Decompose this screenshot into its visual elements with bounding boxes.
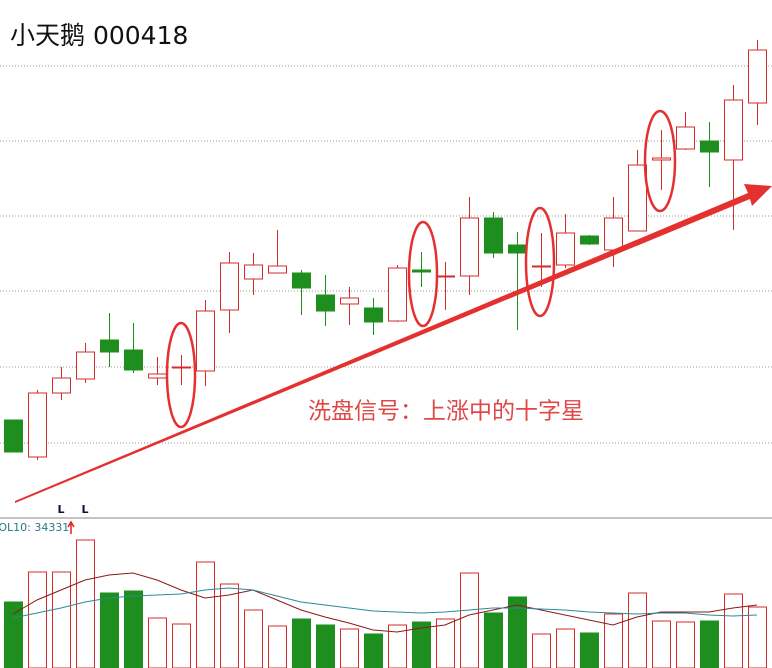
candle-body — [700, 140, 719, 153]
candle-body — [748, 49, 767, 104]
volume-bar — [676, 621, 695, 668]
candle-body — [580, 235, 599, 245]
volume-bar — [244, 609, 263, 668]
candle-body — [628, 164, 647, 232]
candle-body — [148, 373, 167, 379]
chart-title: 小天鹅 000418 — [10, 21, 188, 50]
volume-bar — [436, 618, 455, 668]
volume-bar — [316, 624, 335, 668]
volume-bar — [52, 571, 71, 668]
highlight-oval — [524, 206, 556, 318]
candle-body — [508, 244, 527, 254]
volume-bar — [580, 632, 599, 668]
marker: L — [57, 503, 64, 516]
candle-body — [292, 272, 311, 289]
volume-bar — [364, 633, 383, 668]
candle-body — [604, 217, 623, 251]
candle-body — [388, 267, 407, 322]
volume-bar — [484, 612, 503, 668]
candle-body — [724, 99, 743, 161]
volume-bar — [196, 561, 215, 668]
volume-bar — [604, 613, 623, 668]
volume-bar — [724, 593, 743, 668]
volume-bar — [388, 624, 407, 668]
volume-bar — [340, 628, 359, 668]
volume-bar — [148, 617, 167, 668]
grid — [0, 65, 772, 444]
volume-panel — [4, 539, 767, 668]
volume-bar — [292, 618, 311, 668]
candle-body — [220, 262, 239, 311]
overlay — [165, 109, 677, 429]
candle-body — [76, 351, 95, 380]
candle-body — [676, 126, 695, 150]
candle-body — [268, 265, 287, 274]
annotation: 洗盘信号：上涨中的十字星 — [308, 399, 584, 425]
candle-body — [52, 377, 71, 394]
candle-body — [532, 265, 551, 268]
volume-bar — [532, 633, 551, 668]
volume-bar — [412, 621, 431, 668]
highlight-oval — [165, 321, 197, 429]
volume-bar — [4, 601, 23, 668]
volume-bar — [556, 628, 575, 668]
trend-arrow — [15, 184, 772, 503]
highlight-oval — [643, 109, 677, 213]
candle-body — [196, 310, 215, 372]
candle-body — [100, 339, 119, 353]
volume-label: VOL10: 34331 — [0, 521, 69, 534]
candle-body — [556, 232, 575, 266]
marker: L — [81, 503, 88, 516]
candle-body — [172, 366, 191, 369]
candles — [4, 40, 767, 460]
candle-body — [28, 392, 47, 458]
candle-body — [316, 294, 335, 312]
candle-body — [244, 264, 263, 280]
candle-body — [412, 269, 431, 273]
volume-bar — [172, 623, 191, 668]
candle-body — [4, 419, 23, 453]
volume-bar — [124, 590, 143, 668]
candle-body — [364, 307, 383, 323]
volume-bar — [508, 596, 527, 668]
volume-bar — [460, 572, 479, 668]
candle-body — [436, 275, 455, 278]
volume-bar — [28, 571, 47, 668]
candle-body — [340, 297, 359, 305]
candle-body — [652, 157, 671, 161]
volume-ma-line — [12, 587, 758, 619]
volume-bar — [748, 606, 767, 668]
volume-ma-line — [12, 572, 758, 633]
volume-bar — [700, 620, 719, 668]
volume-bar — [100, 592, 119, 668]
candle-body — [484, 217, 503, 254]
volume-bar — [76, 539, 95, 668]
highlight-oval — [407, 220, 439, 328]
up-arrow-icon — [67, 520, 75, 534]
candle-body — [124, 349, 143, 371]
volume-bar — [220, 583, 239, 668]
volume-bar — [652, 620, 671, 668]
candle-body — [460, 217, 479, 277]
volume-bar — [268, 625, 287, 668]
volume-bar — [628, 592, 647, 668]
